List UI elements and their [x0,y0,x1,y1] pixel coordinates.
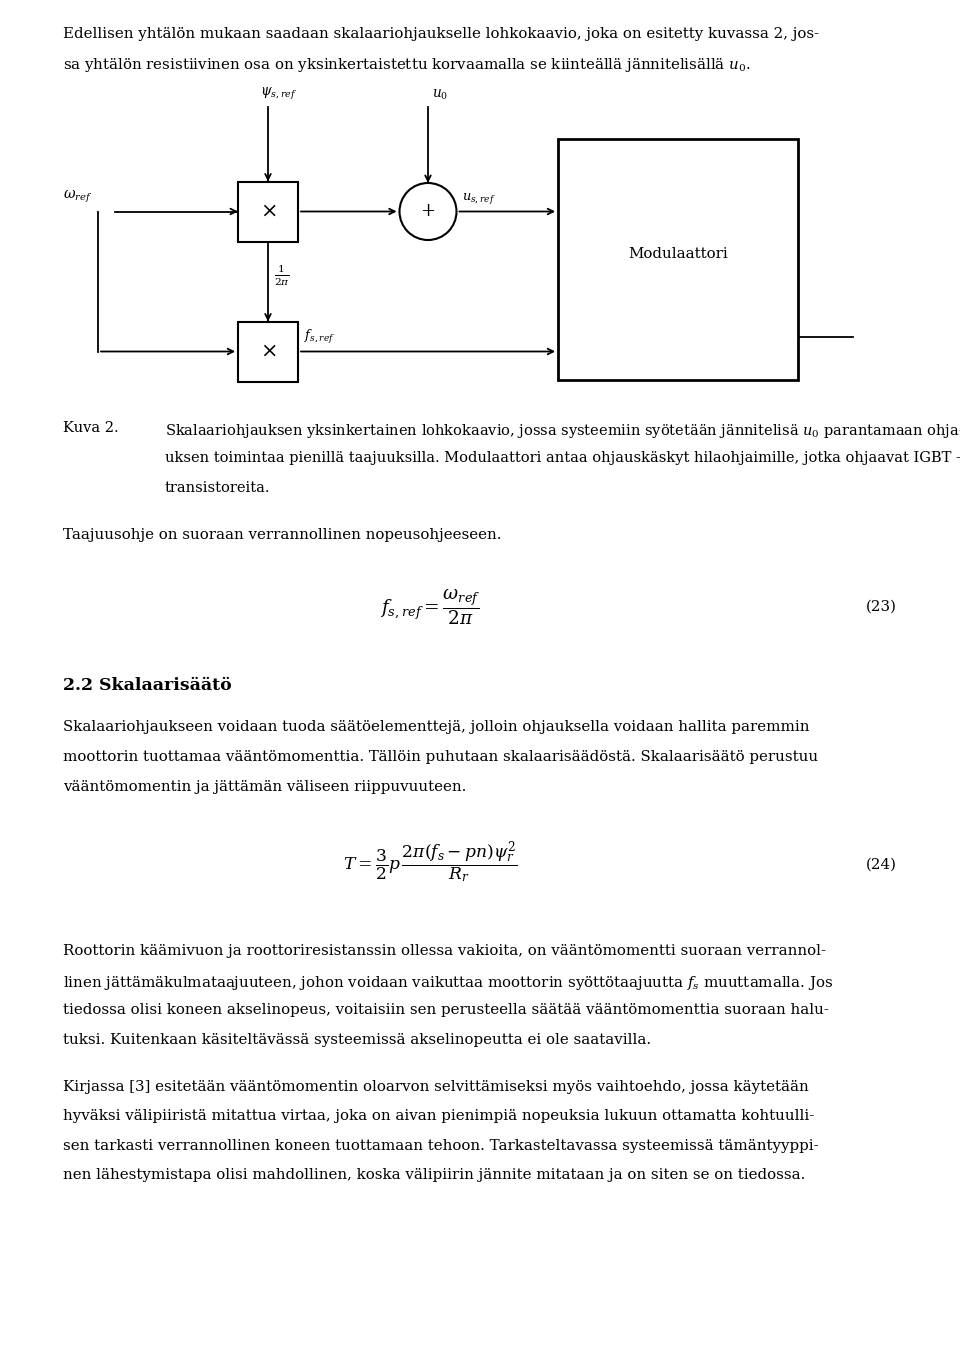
Text: $\times$: $\times$ [260,202,276,221]
Text: $+$: $+$ [420,202,436,220]
Text: linen jättämäkulmataajuuteen, johon voidaan vaikuttaa moottorin syöttötaajuutta : linen jättämäkulmataajuuteen, johon void… [63,974,833,992]
Text: transistoreita.: transistoreita. [165,480,271,495]
Bar [238,321,298,382]
Text: sen tarkasti verrannollinen koneen tuottamaan tehoon. Tarkasteltavassa systeemis: sen tarkasti verrannollinen koneen tuott… [63,1139,819,1153]
Text: uksen toimintaa pienillä taajuuksilla. Modulaattori antaa ohjauskäskyt hilaohjai: uksen toimintaa pienillä taajuuksilla. M… [165,451,960,465]
Text: $\frac{1}{2\pi}$: $\frac{1}{2\pi}$ [274,263,290,287]
Text: $\times$: $\times$ [260,343,276,362]
Text: Taajuusohje on suoraan verrannollinen nopeusohjeeseen.: Taajuusohje on suoraan verrannollinen no… [63,527,501,541]
Text: Skalaariohjauksen yksinkertainen lohkokaavio, jossa systeemiin syötetään jännite: Skalaariohjauksen yksinkertainen lohkoka… [165,421,960,440]
Text: (24): (24) [866,858,897,871]
Text: tuksi. Kuitenkaan käsiteltävässä systeemissä akselinopeutta ei ole saatavilla.: tuksi. Kuitenkaan käsiteltävässä systeem… [63,1033,651,1047]
Text: tiedossa olisi koneen akselinopeus, voitaisiin sen perusteella säätää vääntömome: tiedossa olisi koneen akselinopeus, voit… [63,1004,828,1017]
Text: $u_{s,ref}$: $u_{s,ref}$ [463,190,496,205]
Text: (23): (23) [866,599,897,614]
Text: $\psi_{s,ref}$: $\psi_{s,ref}$ [260,86,298,103]
Text: Modulaattori: Modulaattori [628,247,728,262]
Text: vääntömomentin ja jättämän väliseen riippuvuuteen.: vääntömomentin ja jättämän väliseen riip… [63,780,467,793]
Text: hyväksi välipiiristä mitattua virtaa, joka on aivan pienimpiä nopeuksia lukuun o: hyväksi välipiiristä mitattua virtaa, jo… [63,1109,814,1124]
Bar [558,139,798,379]
Circle shape [399,183,457,240]
Text: Kirjassa [3] esitetään vääntömomentin oloarvon selvittämiseksi myös vaihtoehdo, : Kirjassa [3] esitetään vääntömomentin ol… [63,1081,808,1094]
Text: moottorin tuottamaa vääntömomenttia. Tällöin puhutaan skalaarisäädöstä. Skalaari: moottorin tuottamaa vääntömomenttia. Täl… [63,750,818,764]
Text: $\omega_{ref}$: $\omega_{ref}$ [63,189,92,205]
Text: $u_0$: $u_0$ [432,88,448,103]
Bar [238,182,298,241]
Text: Skalaariohjaukseen voidaan tuoda säätöelementtejä, jolloin ohjauksella voidaan h: Skalaariohjaukseen voidaan tuoda säätöel… [63,720,809,734]
Text: sa yhtälön resistiivinen osa on yksinkertaistettu korvaamalla se kiinteällä jänn: sa yhtälön resistiivinen osa on yksinker… [63,57,751,74]
Text: $f_{s,ref} = \dfrac{\omega_{ref}}{2\pi}$: $f_{s,ref} = \dfrac{\omega_{ref}}{2\pi}$ [380,588,480,627]
Text: $f_{s,ref}$: $f_{s,ref}$ [304,328,335,345]
Text: Kuva 2.: Kuva 2. [63,421,119,436]
Text: Edellisen yhtälön mukaan saadaan skalaariohjaukselle lohkokaavio, joka on esitet: Edellisen yhtälön mukaan saadaan skalaar… [63,27,819,40]
Text: 2.2 Skalaarisäätö: 2.2 Skalaarisäätö [63,677,231,695]
Text: Roottorin käämivuon ja roottoriresistanssin ollessa vakioita, on vääntömomentti : Roottorin käämivuon ja roottoriresistans… [63,944,826,959]
Text: $T = \dfrac{3}{2}p\,\dfrac{2\pi(f_s-pn)\psi_r^2}{R_r}$: $T = \dfrac{3}{2}p\,\dfrac{2\pi(f_s-pn)\… [343,839,517,886]
Text: nen lähestymistapa olisi mahdollinen, koska välipiirin jännite mitataan ja on si: nen lähestymistapa olisi mahdollinen, ko… [63,1168,805,1183]
